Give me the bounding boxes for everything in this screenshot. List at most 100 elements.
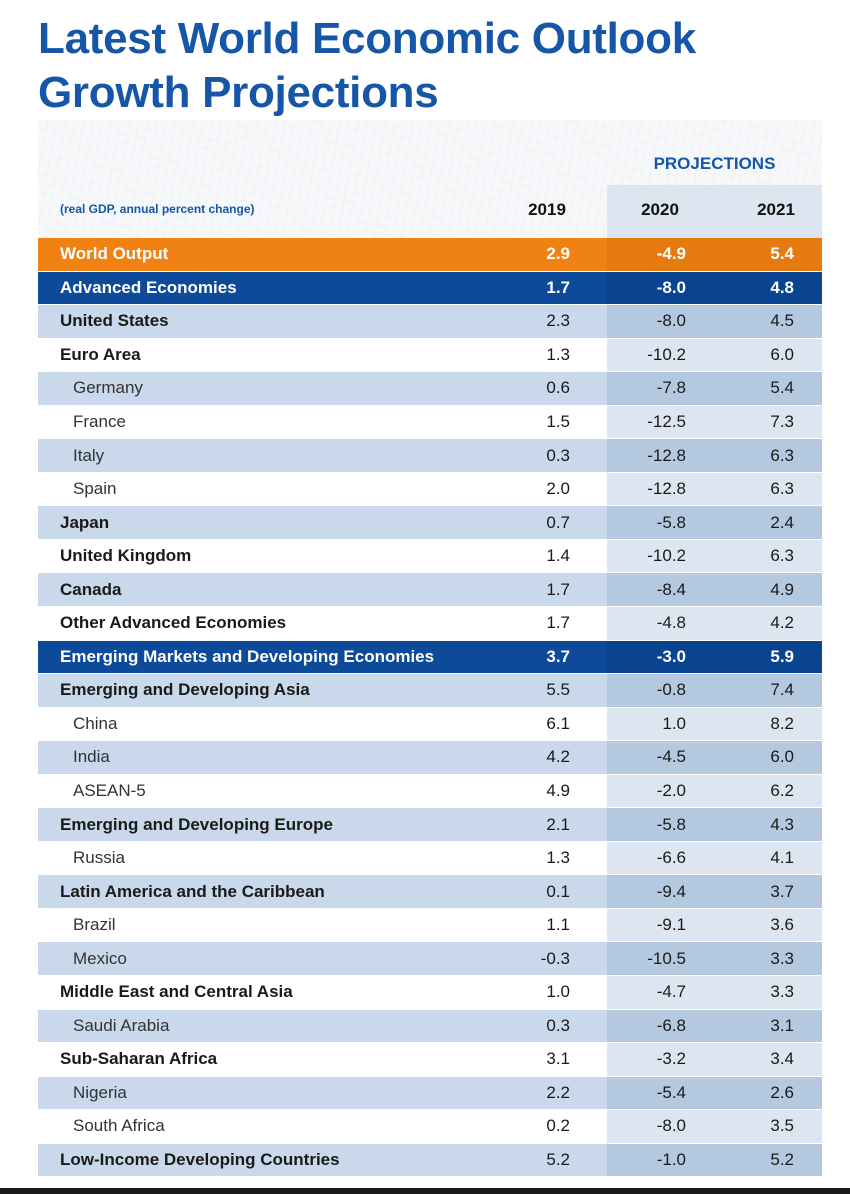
table-row: Russia 1.3 -6.6 4.1	[38, 841, 822, 876]
table-row: Italy 0.3 -12.8 6.3	[38, 439, 822, 473]
value-2021: 4.5	[770, 311, 794, 331]
value-2021: 2.6	[770, 1082, 794, 1102]
value-2019: 0.3	[546, 1015, 570, 1035]
row-label: Middle East and Central Asia	[60, 982, 293, 1002]
value-2021: 7.3	[770, 412, 794, 431]
value-2021: 3.1	[770, 1015, 794, 1035]
value-2019: 2.1	[546, 814, 570, 834]
value-2021: 3.3	[770, 982, 794, 1002]
row-label: Mexico	[73, 948, 127, 968]
value-2020: -5.4	[656, 1082, 686, 1102]
value-2019: 0.7	[546, 512, 570, 532]
value-2019: 4.9	[546, 781, 570, 801]
value-2021: 8.2	[770, 713, 794, 733]
table-row: Advanced Economies 1.7 -8.0 4.8	[38, 271, 822, 306]
value-2020: -8.0	[656, 1116, 686, 1136]
value-2021: 6.3	[770, 445, 794, 465]
projection-band	[607, 808, 822, 841]
projection-band	[607, 640, 822, 674]
table-row: South Africa 0.2 -8.0 3.5	[38, 1110, 822, 1144]
projection-band	[607, 1043, 822, 1076]
projection-band	[607, 372, 822, 405]
value-2021: 3.5	[770, 1116, 794, 1136]
row-label: Advanced Economies	[60, 277, 237, 297]
row-label: Russia	[73, 848, 125, 868]
value-2020: -1.0	[656, 1150, 686, 1170]
value-2020: 1.0	[662, 713, 686, 733]
bottom-rule	[0, 1188, 850, 1194]
table-row: ASEAN-5 4.9 -2.0 6.2	[38, 774, 822, 809]
projection-band	[607, 472, 822, 506]
value-2019: 1.1	[546, 915, 570, 935]
row-label: China	[73, 713, 118, 733]
projections-table: World Output 2.9 -4.9 5.4 Advanced Economies…	[38, 238, 822, 1178]
row-label: United Kingdom	[60, 546, 192, 566]
value-2019: 0.6	[546, 378, 570, 398]
page-title: Latest World Economic Outlook Growth Pro…	[38, 12, 838, 120]
row-label: Sub-Saharan Africa	[60, 1049, 218, 1069]
row-label: Emerging and Developing Europe	[60, 814, 333, 834]
value-2019: 1.4	[546, 546, 570, 566]
row-label: Other Advanced Economies	[60, 613, 287, 633]
projection-band	[607, 1110, 822, 1143]
projection-band	[607, 305, 822, 338]
row-label: Saudi Arabia	[73, 1015, 170, 1035]
row-label: World Output	[60, 244, 169, 264]
value-2020: -5.8	[656, 512, 686, 532]
table-row: Middle East and Central Asia 1.0 -4.7 3.3	[38, 976, 822, 1010]
value-2021: 6.0	[770, 747, 794, 767]
value-2020: -0.8	[656, 680, 686, 700]
value-2019: 3.7	[546, 646, 570, 666]
value-2020: -9.4	[656, 881, 686, 901]
value-2019: 2.3	[546, 311, 570, 331]
title-line-2: Growth Projections	[38, 68, 439, 117]
value-2020: -4.8	[656, 613, 686, 633]
row-label: India	[73, 747, 110, 767]
projection-band	[607, 271, 822, 305]
table-row: Emerging and Developing Asia 5.5 -0.8 7.4	[38, 674, 822, 708]
table-row: Germany 0.6 -7.8 5.4	[38, 372, 822, 406]
table-row: Canada 1.7 -8.4 4.9	[38, 573, 822, 608]
value-2020: -12.8	[647, 479, 686, 499]
year-header-2020: 2020	[641, 200, 679, 219]
projection-band	[607, 774, 822, 808]
table-row: Mexico -0.3 -10.5 3.3	[38, 942, 822, 977]
value-2019: 5.2	[546, 1150, 570, 1170]
projection-band	[607, 439, 822, 472]
value-2021: 5.2	[770, 1150, 794, 1170]
row-label: Japan	[60, 512, 110, 532]
value-2021: 4.9	[770, 579, 794, 599]
row-label: Low-Income Developing Countries	[60, 1150, 340, 1170]
table-row: Saudi Arabia 0.3 -6.8 3.1	[38, 1009, 822, 1044]
value-2020: -6.8	[656, 1015, 686, 1035]
value-2020: -9.1	[656, 915, 686, 935]
projections-label: PROJECTIONS	[653, 154, 776, 173]
value-2020: -12.5	[647, 412, 686, 431]
value-2020: -8.0	[656, 277, 686, 297]
value-2021: 5.4	[770, 378, 794, 398]
value-2021: 6.3	[770, 479, 794, 499]
row-label: Emerging and Developing Asia	[60, 680, 310, 700]
value-2021: 4.8	[770, 277, 794, 297]
table-row: United States 2.3 -8.0 4.5	[38, 305, 822, 339]
projection-band	[607, 1009, 822, 1043]
value-2019: 1.7	[546, 579, 570, 599]
value-2020: -4.7	[656, 982, 686, 1002]
value-2021: 3.6	[770, 915, 794, 935]
row-label: Brazil	[73, 915, 116, 935]
value-2021: 4.1	[770, 848, 794, 868]
projection-band	[607, 674, 822, 707]
value-2020: -10.2	[647, 344, 686, 364]
value-2021: 3.7	[770, 881, 794, 901]
row-label: Latin America and the Caribbean	[60, 881, 325, 901]
table-row: Low-Income Developing Countries 5.2 -1.0 5.…	[38, 1143, 822, 1178]
value-2019: 2.0	[546, 479, 570, 499]
value-2019: 6.1	[546, 713, 570, 733]
value-2020: -3.2	[656, 1049, 686, 1069]
value-2021: 7.4	[770, 680, 794, 700]
value-2021: 6.2	[770, 781, 794, 801]
header-background	[38, 120, 822, 238]
table-row: Other Advanced Economies 1.7 -4.8 4.2	[38, 607, 822, 641]
projection-band	[607, 539, 822, 573]
value-2020: -3.0	[656, 646, 686, 666]
